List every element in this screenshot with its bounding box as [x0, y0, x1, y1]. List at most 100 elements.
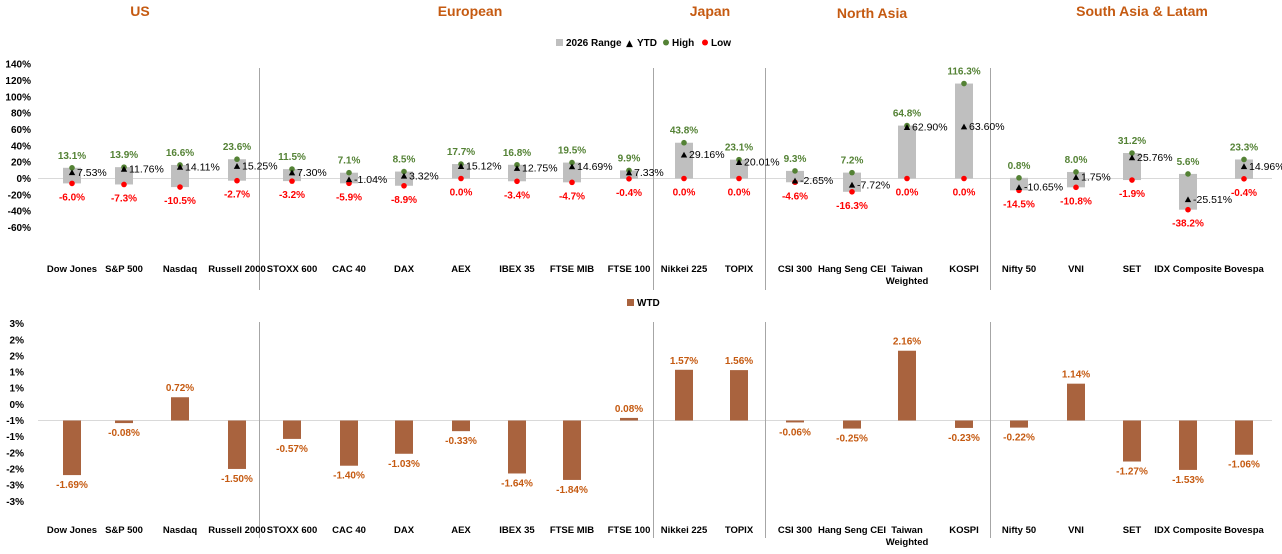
- ytd-label: 62.90%: [912, 122, 948, 134]
- wtd-bar-nikkei-225: [675, 369, 693, 421]
- bottom-y-tick: 2%: [10, 351, 25, 362]
- low-label: -10.5%: [164, 196, 196, 207]
- low-label: -4.6%: [782, 191, 808, 202]
- top-region-dividers: [259, 68, 991, 290]
- range-bar: [675, 142, 693, 179]
- top-category-label: STOXX 600: [267, 264, 318, 275]
- high-label: 64.8%: [893, 109, 921, 120]
- ytd-marker: [625, 169, 633, 176]
- high-label: 23.6%: [223, 142, 251, 153]
- low-marker: [177, 184, 183, 190]
- wtd-label: -1.03%: [388, 459, 420, 470]
- high-marker: [234, 156, 240, 163]
- wtd-label: -0.22%: [1003, 433, 1035, 444]
- top-y-tick: 40%: [11, 141, 31, 152]
- wtd-bar-kospi: [955, 420, 973, 428]
- high-marker: [1073, 169, 1079, 175]
- low-marker: [401, 182, 407, 189]
- range-group-s-p-500: 13.9% -7.3% 11.76%: [110, 150, 164, 204]
- bottom-category-label: Bovespa: [1224, 525, 1264, 536]
- legend-range-label: 2026 Range: [566, 38, 622, 49]
- high-label: 43.8%: [670, 126, 698, 137]
- wtd-bar-idx-composite: [1179, 420, 1197, 470]
- category-line: Taiwan: [891, 525, 923, 536]
- bottom-y-tick: 1%: [10, 368, 25, 379]
- high-label: 23.3%: [1230, 142, 1258, 153]
- low-marker: [1185, 206, 1191, 213]
- low-label: 0.0%: [450, 188, 473, 199]
- ytd-label: -25.51%: [1193, 194, 1232, 206]
- wtd-bar-aex: [452, 420, 470, 432]
- low-marker: [569, 179, 575, 186]
- low-marker: [1073, 184, 1079, 191]
- high-label: 9.9%: [618, 153, 641, 164]
- high-marker: [346, 169, 352, 176]
- wtd-bar-topix: [730, 370, 748, 421]
- low-marker: [1241, 176, 1247, 182]
- wtd-bar-cac-40: [340, 420, 358, 466]
- top-category-label: VNI: [1068, 264, 1084, 275]
- range-bar: [63, 167, 81, 184]
- bottom-category-label: Nasdaq: [163, 525, 198, 536]
- high-label: 8.0%: [1065, 155, 1088, 166]
- ytd-marker: [680, 151, 688, 158]
- ytd-label: 11.76%: [129, 163, 164, 175]
- bottom-category-label: S&P 500: [105, 525, 143, 536]
- region-title-us: US: [130, 3, 149, 19]
- region-title-japan: Japan: [690, 3, 730, 19]
- top-category-label: DAX: [394, 264, 415, 275]
- bottom-region-dividers: [259, 322, 991, 538]
- high-label: 13.9%: [110, 150, 138, 161]
- range-group-csi-300: 9.3% -4.6% -2.65%: [782, 154, 833, 202]
- bottom-category-label: Hang Seng CEI: [818, 525, 886, 536]
- top-range-marks: 13.1% -6.0% 7.53%13.9% -7.3% 11.76%16.6% -10.…: [58, 67, 1282, 230]
- top-category-label: CSI 300: [778, 264, 812, 275]
- bottom-y-tick: -3%: [6, 481, 24, 492]
- low-marker: [234, 177, 240, 184]
- low-label: -4.7%: [559, 191, 585, 202]
- bottom-category-label: TOPIX: [725, 525, 754, 536]
- top-category-label: Dow Jones: [47, 264, 97, 275]
- wtd-bar-nasdaq: [171, 397, 189, 421]
- high-label: 31.2%: [1118, 136, 1146, 147]
- low-marker: [849, 189, 855, 195]
- high-label: 0.8%: [1008, 161, 1031, 172]
- ytd-marker: [1128, 154, 1136, 161]
- wtd-label: -1.27%: [1116, 467, 1148, 478]
- top-category-labels: Dow Jones S&P 500 Nasdaq Russell 2000 STOXX …: [47, 264, 1265, 287]
- ytd-marker: [1240, 163, 1248, 170]
- range-group-nikkei-225: 43.8% 0.0% 29.16%: [670, 126, 725, 199]
- bottom-y-tick: 2%: [10, 335, 25, 346]
- ytd-label: -1.04%: [354, 174, 387, 186]
- range-group-bovespa: 23.3% -0.4% 14.96%: [1230, 142, 1282, 198]
- ytd-marker: [960, 123, 968, 130]
- top-y-tick: -40%: [8, 207, 31, 218]
- low-label: -14.5%: [1003, 199, 1035, 210]
- wtd-label: -1.50%: [221, 474, 253, 485]
- high-marker: [1241, 156, 1247, 163]
- ytd-marker: [233, 163, 241, 169]
- range-group-russell-2000: 23.6% -2.7% 15.25%: [223, 142, 278, 200]
- wtd-label: -1.84%: [556, 485, 588, 496]
- range-group-aex: 17.7% 0.0% 15.12%: [447, 147, 502, 198]
- top-y-axis: 140% 120% 100% 80% 60% 40% 20% 0% -20% -40% -60%: [5, 60, 31, 234]
- wtd-bar-csi-300: [786, 420, 804, 423]
- range-group-hang-seng-cei: 7.2% -16.3% -7.72%: [836, 156, 890, 212]
- top-category-label: Nifty 50: [1002, 264, 1036, 275]
- bottom-category-label: CSI 300: [778, 525, 812, 536]
- ytd-label: 25.76%: [1137, 152, 1173, 164]
- range-group-taiwan-weighted: 64.8% 0.0% 62.90%: [893, 109, 948, 199]
- wtd-label: -1.06%: [1228, 460, 1260, 471]
- top-category-label: Hang Seng CEI: [818, 264, 886, 275]
- range-group-vni: 8.0% -10.8% 1.75%: [1060, 155, 1111, 207]
- wtd-bar-bovespa: [1235, 420, 1253, 455]
- top-y-tick: -20%: [8, 190, 31, 201]
- high-marker: [792, 168, 798, 174]
- ytd-marker: [1015, 184, 1023, 190]
- ytd-marker: [848, 181, 856, 188]
- low-label: 0.0%: [728, 188, 751, 199]
- region-title-south-asia-latam: South Asia & Latam: [1076, 3, 1208, 19]
- bottom-y-tick: 3%: [10, 319, 25, 330]
- ytd-marker: [288, 169, 296, 176]
- category-line: Weighted: [886, 276, 929, 287]
